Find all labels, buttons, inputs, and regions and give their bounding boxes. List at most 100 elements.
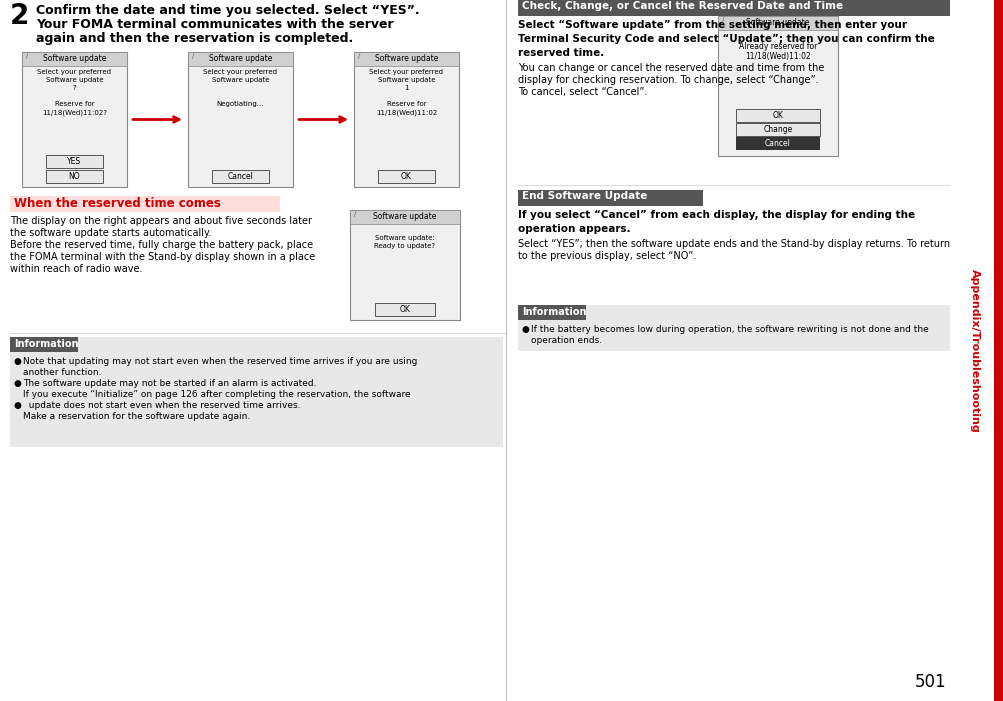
Text: You can change or cancel the reserved date and time from the: You can change or cancel the reserved da… (518, 63, 823, 73)
Text: reserved time.: reserved time. (518, 48, 604, 58)
Text: Change: Change (762, 125, 791, 134)
Text: OK: OK (399, 305, 410, 314)
Text: display for checking reservation. To change, select “Change”.: display for checking reservation. To cha… (518, 75, 817, 85)
Text: operation ends.: operation ends. (531, 336, 602, 345)
Text: Software update: Software update (374, 54, 437, 63)
Text: Software update: Software update (377, 77, 435, 83)
Text: ?: ? (72, 85, 76, 91)
Text: The display on the right appears and about five seconds later: The display on the right appears and abo… (10, 216, 312, 226)
Text: Terminal Security Code and select “Update”; then you can confirm the: Terminal Security Code and select “Updat… (518, 34, 934, 44)
Bar (22, 52, 126, 66)
Text: 2: 2 (10, 2, 29, 30)
Bar (354, 52, 458, 66)
Text: Check, Change, or Cancel the Reserved Date and Time: Check, Change, or Cancel the Reserved Da… (522, 1, 843, 11)
Text: Software update:: Software update: (375, 235, 434, 241)
Text: operation appears.: operation appears. (518, 224, 630, 234)
Text: /: / (721, 17, 723, 23)
Text: Select your preferred: Select your preferred (204, 69, 277, 75)
Text: /: / (358, 53, 360, 59)
Text: When the reserved time comes: When the reserved time comes (14, 197, 221, 210)
Text: the FOMA terminal with the Stand-by display shown in a place: the FOMA terminal with the Stand-by disp… (10, 252, 315, 262)
Text: OK: OK (400, 172, 411, 181)
Text: the software update starts automatically.: the software update starts automatically… (10, 228, 212, 238)
Text: again and then the reservation is completed.: again and then the reservation is comple… (36, 32, 353, 45)
Bar (10, 337, 503, 447)
Bar (518, 190, 702, 206)
Text: ●: ● (522, 325, 530, 334)
Text: Ready to update?: Ready to update? (374, 243, 435, 249)
Bar (735, 137, 819, 150)
Text: Cancel: Cancel (228, 172, 253, 181)
Text: Reserve for: Reserve for (54, 101, 94, 107)
Bar (10, 337, 78, 352)
Text: Appendix/Troubleshooting: Appendix/Troubleshooting (969, 268, 979, 433)
Text: update does not start even when the reserved time arrives.: update does not start even when the rese… (23, 401, 300, 410)
Text: Select your preferred: Select your preferred (369, 69, 443, 75)
Text: 1: 1 (404, 85, 408, 91)
Bar (212, 170, 269, 183)
Bar (717, 16, 838, 30)
Bar (350, 210, 459, 224)
Text: ●: ● (14, 357, 22, 366)
Text: Software update: Software update (212, 77, 269, 83)
Bar (518, 305, 949, 351)
Text: Already reserved for: Already reserved for (738, 42, 816, 51)
Text: 11/18(Wed)11:02?: 11/18(Wed)11:02? (42, 109, 107, 116)
Text: Negotiating...: Negotiating... (217, 101, 264, 107)
Bar (354, 52, 458, 187)
Text: If the battery becomes low during operation, the software rewriting is not done : If the battery becomes low during operat… (531, 325, 928, 334)
Bar (735, 109, 819, 122)
Text: End Software Update: End Software Update (522, 191, 647, 201)
Text: ●: ● (14, 379, 22, 388)
Text: another function.: another function. (23, 368, 101, 377)
Bar (955, 0, 1003, 701)
Text: to the previous display, select “NO”.: to the previous display, select “NO”. (518, 251, 696, 261)
Bar (374, 303, 435, 316)
Text: Software update: Software update (43, 54, 106, 63)
Bar (518, 0, 949, 16)
Bar (350, 210, 459, 320)
Text: Software update: Software update (745, 18, 808, 27)
Text: ●: ● (14, 401, 22, 410)
Text: Your FOMA terminal communicates with the server: Your FOMA terminal communicates with the… (36, 18, 393, 31)
Text: YES: YES (67, 157, 81, 166)
Text: Before the reserved time, fully charge the battery pack, place: Before the reserved time, fully charge t… (10, 240, 313, 250)
Text: /: / (26, 53, 28, 59)
Text: Software update: Software update (373, 212, 436, 221)
Bar (735, 123, 819, 136)
Bar (377, 170, 435, 183)
Bar (10, 196, 280, 212)
Text: NO: NO (68, 172, 80, 181)
Text: Software update: Software update (209, 54, 272, 63)
Text: Confirm the date and time you selected. Select “YES”.: Confirm the date and time you selected. … (36, 4, 419, 17)
Text: If you execute “Initialize” on page 126 after completing the reservation, the so: If you execute “Initialize” on page 126 … (23, 390, 410, 399)
Bar (518, 305, 586, 320)
Text: Make a reservation for the software update again.: Make a reservation for the software upda… (23, 412, 250, 421)
Text: Select “Software update” from the setting menu, then enter your: Select “Software update” from the settin… (518, 20, 906, 30)
Text: 501: 501 (914, 673, 945, 691)
Text: If you select “Cancel” from each display, the display for ending the: If you select “Cancel” from each display… (518, 210, 914, 220)
Text: To cancel, select “Cancel”.: To cancel, select “Cancel”. (518, 87, 647, 97)
Text: Software update: Software update (46, 77, 103, 83)
Text: /: / (192, 53, 195, 59)
Bar (22, 52, 126, 187)
Bar (717, 16, 838, 156)
Bar (45, 170, 103, 183)
Text: Reserve for: Reserve for (386, 101, 426, 107)
Text: OK: OK (771, 111, 782, 120)
Text: within reach of radio wave.: within reach of radio wave. (10, 264, 142, 274)
Bar (993, 0, 1003, 701)
Text: Cancel: Cancel (764, 139, 790, 148)
Text: Select your preferred: Select your preferred (37, 69, 111, 75)
Text: Note that updating may not start even when the reserved time arrives if you are : Note that updating may not start even wh… (23, 357, 417, 366)
Text: 11/18(Wed)11:02: 11/18(Wed)11:02 (744, 52, 810, 61)
Text: Select “YES”; then the software update ends and the Stand-by display returns. To: Select “YES”; then the software update e… (518, 239, 949, 249)
Bar (45, 155, 103, 168)
Text: Information: Information (522, 307, 586, 317)
Bar (188, 52, 293, 66)
Text: 11/18(Wed)11:02: 11/18(Wed)11:02 (375, 109, 436, 116)
Text: Information: Information (14, 339, 78, 349)
Text: The software update may not be started if an alarm is activated.: The software update may not be started i… (23, 379, 316, 388)
Text: /: / (354, 211, 356, 217)
Bar (188, 52, 293, 187)
